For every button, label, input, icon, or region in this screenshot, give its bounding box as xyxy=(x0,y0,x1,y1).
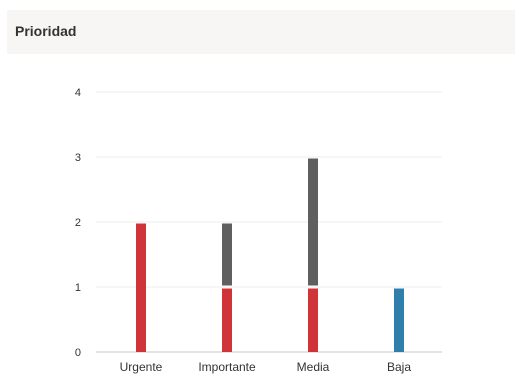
y-tick-label: 1 xyxy=(75,282,81,294)
bar-segment[interactable] xyxy=(308,158,318,286)
x-tick-label: Baja xyxy=(387,360,411,374)
bar-segment[interactable] xyxy=(222,223,232,286)
y-tick-label: 4 xyxy=(75,87,81,99)
bar-segment[interactable] xyxy=(136,223,146,353)
bar-segment[interactable] xyxy=(222,288,232,353)
y-tick-label: 0 xyxy=(75,347,81,359)
panel-header: Prioridad xyxy=(7,10,515,54)
bar-segment[interactable] xyxy=(308,288,318,353)
x-tick-label: Importante xyxy=(198,360,256,374)
x-tick-label: Media xyxy=(297,360,330,374)
y-tick-label: 2 xyxy=(75,217,81,229)
x-tick-label: Urgente xyxy=(120,360,163,374)
panel-title: Prioridad xyxy=(15,23,77,39)
y-tick-label: 3 xyxy=(75,152,81,164)
bar-segment[interactable] xyxy=(394,288,404,353)
